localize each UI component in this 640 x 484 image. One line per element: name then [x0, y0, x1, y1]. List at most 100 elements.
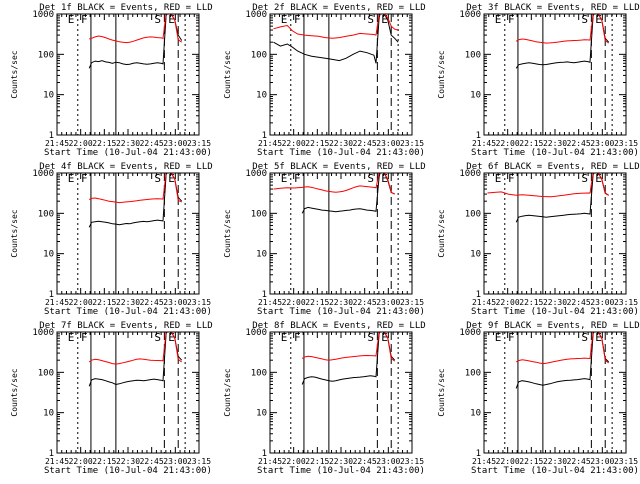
chart-panel-5: Det 5f BLACK = Events, RED = LLD Counts/s… — [223, 162, 426, 317]
x-tick-label: 22:45 — [353, 139, 377, 148]
x-tick-label: 22:15 — [305, 139, 329, 148]
y-tick-label: 100 — [465, 50, 481, 60]
x-tick-label: 22:30 — [329, 298, 353, 307]
y-tick-label: 1000 — [459, 10, 481, 20]
event-marker-label: S — [581, 331, 588, 344]
chart-panel-9: Det 9f BLACK = Events, RED = LLD Counts/s… — [437, 321, 640, 476]
x-axis-label: Start Time (10-Jul-04 21:43:00) — [471, 307, 639, 317]
x-tick-label: 22:30 — [543, 457, 567, 466]
x-tick-label: 21:45 — [258, 298, 282, 307]
x-tick-label: 23:15 — [400, 139, 424, 148]
event-marker-label: E — [495, 13, 502, 26]
x-tick-label: 21:45 — [472, 457, 496, 466]
x-tick-label: 23:15 — [400, 457, 424, 466]
y-tick-label: 10 — [43, 250, 54, 260]
y-tick-label: 100 — [38, 209, 54, 219]
x-tick-label: 23:00 — [590, 139, 614, 148]
x-tick-label: 21:45 — [45, 457, 69, 466]
chart-panel-2: Det 2f BLACK = Events, RED = LLD Counts/s… — [223, 3, 426, 158]
event-marker-label: S — [367, 13, 374, 26]
y-tick-label: 10 — [470, 91, 481, 101]
x-tick-label: 22:00 — [69, 139, 93, 148]
event-marker-label: F — [508, 172, 515, 185]
y-tick-label: 100 — [38, 368, 54, 378]
x-tick-label: 22:00 — [282, 139, 306, 148]
x-tick-label: 23:15 — [187, 298, 211, 307]
chart-title: Det 9f BLACK = Events, RED = LLD — [466, 321, 639, 331]
y-tick-label: 1000 — [459, 328, 481, 338]
x-axis-label: Start Time (10-Jul-04 21:43:00) — [257, 466, 425, 476]
y-tick-label: 1000 — [245, 10, 267, 20]
y-tick-label: 10 — [256, 409, 267, 419]
x-tick-label: 23:15 — [187, 457, 211, 466]
event-marker-label: S — [154, 331, 161, 344]
y-tick-label: 100 — [465, 209, 481, 219]
x-tick-label: 22:15 — [519, 139, 543, 148]
event-marker-label: S — [154, 13, 161, 26]
chart-panel-3: Det 3f BLACK = Events, RED = LLD Counts/s… — [437, 3, 640, 158]
y-tick-label: 1000 — [32, 328, 54, 338]
x-tick-label: 23:15 — [187, 139, 211, 148]
event-marker-label: E — [68, 331, 75, 344]
y-axis-label: Counts/sec — [437, 209, 446, 257]
chart-title: Det 8f BLACK = Events, RED = LLD — [252, 321, 425, 331]
chart-title: Det 6f BLACK = Events, RED = LLD — [466, 162, 639, 172]
y-tick-label: 1 — [49, 131, 54, 141]
y-axis-label: Counts/sec — [10, 50, 19, 98]
x-tick-label: 23:00 — [376, 298, 400, 307]
y-tick-label: 1 — [49, 290, 54, 300]
x-tick-label: 22:30 — [543, 139, 567, 148]
y-tick-label: 100 — [38, 50, 54, 60]
plot-frame — [483, 13, 627, 136]
x-tick-label: 23:00 — [163, 457, 187, 466]
series-line-lld — [273, 172, 395, 195]
event-marker-label: E — [595, 331, 602, 344]
x-tick-label: 22:30 — [329, 139, 353, 148]
chart-panel-6: Det 6f BLACK = Events, RED = LLD Counts/s… — [437, 162, 640, 317]
x-tick-label: 21:45 — [258, 139, 282, 148]
x-tick-label: 22:00 — [496, 457, 520, 466]
x-tick-label: 22:15 — [519, 457, 543, 466]
y-tick-label: 1000 — [32, 169, 54, 179]
x-tick-label: 23:15 — [400, 298, 424, 307]
plot-frame — [483, 331, 627, 454]
x-tick-label: 23:00 — [376, 139, 400, 148]
x-tick-label: 22:30 — [543, 298, 567, 307]
event-marker-label: F — [294, 172, 301, 185]
x-tick-label: 22:45 — [140, 457, 164, 466]
y-tick-label: 1000 — [32, 10, 54, 20]
event-marker-label: F — [294, 331, 301, 344]
y-tick-label: 1 — [262, 449, 267, 459]
x-axis-label: Start Time (10-Jul-04 21:43:00) — [471, 466, 639, 476]
event-marker-label: F — [81, 331, 88, 344]
y-tick-label: 10 — [43, 91, 54, 101]
event-marker-label: E — [168, 172, 175, 185]
x-tick-label: 23:00 — [590, 298, 614, 307]
y-tick-label: 1 — [262, 290, 267, 300]
event-marker-label: E — [68, 172, 75, 185]
event-marker-label: F — [81, 172, 88, 185]
plot-frame — [56, 331, 200, 454]
event-marker-label: E — [281, 13, 288, 26]
x-axis-label: Start Time (10-Jul-04 21:43:00) — [44, 466, 212, 476]
x-tick-label: 23:15 — [614, 457, 638, 466]
x-tick-label: 22:00 — [282, 298, 306, 307]
event-marker-label: S — [367, 172, 374, 185]
y-tick-label: 100 — [251, 368, 267, 378]
event-marker-label: F — [508, 13, 515, 26]
x-tick-label: 22:00 — [69, 457, 93, 466]
x-tick-label: 22:45 — [140, 298, 164, 307]
x-tick-label: 22:15 — [92, 298, 116, 307]
event-marker-label: E — [68, 13, 75, 26]
y-axis-label: Counts/sec — [223, 50, 232, 98]
y-tick-label: 1 — [476, 290, 481, 300]
chart-panel-1: Det 1f BLACK = Events, RED = LLD Counts/s… — [10, 3, 213, 158]
event-marker-label: S — [581, 172, 588, 185]
x-tick-label: 22:15 — [519, 298, 543, 307]
x-tick-label: 21:45 — [472, 298, 496, 307]
plot-frame — [269, 13, 413, 136]
y-tick-label: 1 — [262, 131, 267, 141]
x-tick-label: 21:45 — [472, 139, 496, 148]
x-axis-label: Start Time (10-Jul-04 21:43:00) — [257, 307, 425, 317]
